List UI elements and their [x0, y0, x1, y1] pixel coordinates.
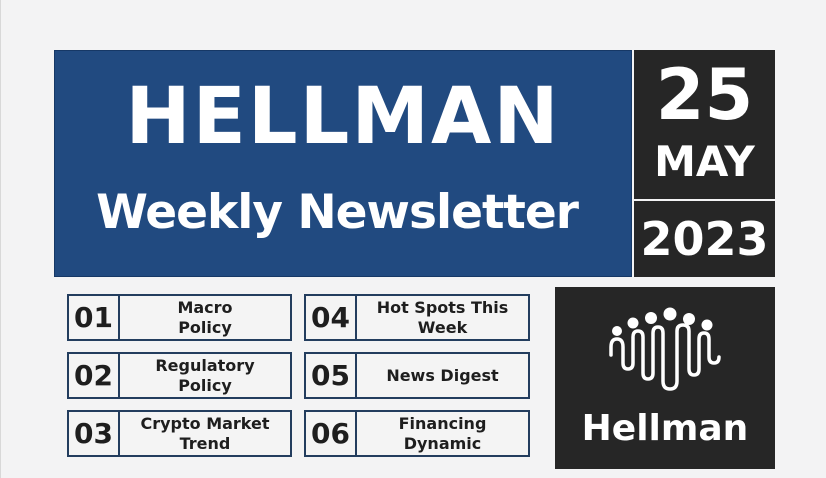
topic-label-text: Regulatory Policy: [155, 355, 255, 395]
topic-label-text: Hot Spots This Week: [376, 297, 509, 337]
topic-number: 06: [306, 412, 357, 455]
people-wave-logo-icon: [609, 307, 721, 391]
title-banner: HELLMAN Weekly Newsletter: [54, 50, 632, 277]
topic-label: News Digest: [386, 365, 499, 385]
topic-label: Financing Dynamic: [357, 412, 528, 455]
date-month: MAY: [654, 137, 755, 186]
topic-item-05: 05 News Digest: [304, 352, 530, 399]
topic-item-01: 01 Macro Policy: [67, 294, 292, 341]
topic-label: Macro Policy: [120, 296, 290, 339]
topic-label-text: Macro Policy: [177, 297, 233, 337]
newsletter-title: HELLMAN: [125, 72, 561, 162]
newsletter-subtitle: Weekly Newsletter: [96, 185, 579, 240]
topic-number: 01: [69, 296, 120, 339]
topic-label-text: Crypto Market Trend: [140, 413, 270, 453]
topic-number: 02: [69, 354, 120, 397]
topic-label: Hot Spots This Week: [357, 296, 528, 339]
topic-label: Crypto Market Trend: [120, 412, 290, 455]
topic-item-04: 04 Hot Spots This Week: [304, 294, 530, 341]
topic-label-text: Financing Dynamic: [398, 413, 487, 453]
topic-number: 03: [69, 412, 120, 455]
topic-item-06: 06 Financing Dynamic: [304, 410, 530, 457]
topic-item-03: 03 Crypto Market Trend: [67, 410, 292, 457]
date-year: 2023: [634, 201, 775, 277]
topic-number: 04: [306, 296, 357, 339]
brand-name: Hellman: [581, 408, 749, 449]
frame-edge: [0, 0, 1, 478]
date-day: 25: [655, 54, 754, 136]
brand-logo-box: Hellman: [555, 287, 775, 469]
topic-number: 05: [306, 354, 357, 397]
topic-label: Regulatory Policy: [120, 354, 290, 397]
topic-item-02: 02 Regulatory Policy: [67, 352, 292, 399]
date-box: 25 MAY: [634, 50, 775, 199]
